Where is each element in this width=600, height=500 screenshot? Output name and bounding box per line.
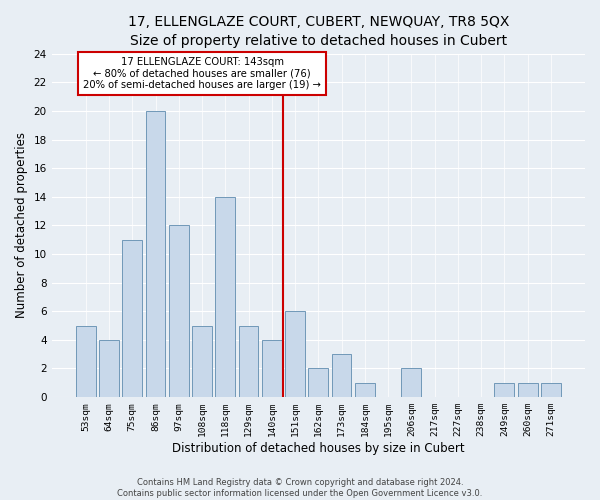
Y-axis label: Number of detached properties: Number of detached properties xyxy=(15,132,28,318)
Bar xyxy=(401,368,421,397)
Bar xyxy=(262,340,282,397)
Bar xyxy=(494,383,514,397)
Bar xyxy=(122,240,142,397)
Bar xyxy=(76,326,95,397)
Bar xyxy=(169,226,188,397)
Bar xyxy=(192,326,212,397)
Bar xyxy=(308,368,328,397)
Bar xyxy=(239,326,259,397)
Text: Contains HM Land Registry data © Crown copyright and database right 2024.
Contai: Contains HM Land Registry data © Crown c… xyxy=(118,478,482,498)
Bar xyxy=(332,354,352,397)
X-axis label: Distribution of detached houses by size in Cubert: Distribution of detached houses by size … xyxy=(172,442,464,455)
Bar xyxy=(215,197,235,397)
Bar xyxy=(146,111,166,397)
Bar xyxy=(541,383,561,397)
Text: 17 ELLENGLAZE COURT: 143sqm
← 80% of detached houses are smaller (76)
20% of sem: 17 ELLENGLAZE COURT: 143sqm ← 80% of det… xyxy=(83,56,321,90)
Bar xyxy=(355,383,375,397)
Bar xyxy=(518,383,538,397)
Title: 17, ELLENGLAZE COURT, CUBERT, NEWQUAY, TR8 5QX
Size of property relative to deta: 17, ELLENGLAZE COURT, CUBERT, NEWQUAY, T… xyxy=(128,15,509,48)
Bar xyxy=(99,340,119,397)
Bar xyxy=(285,312,305,397)
